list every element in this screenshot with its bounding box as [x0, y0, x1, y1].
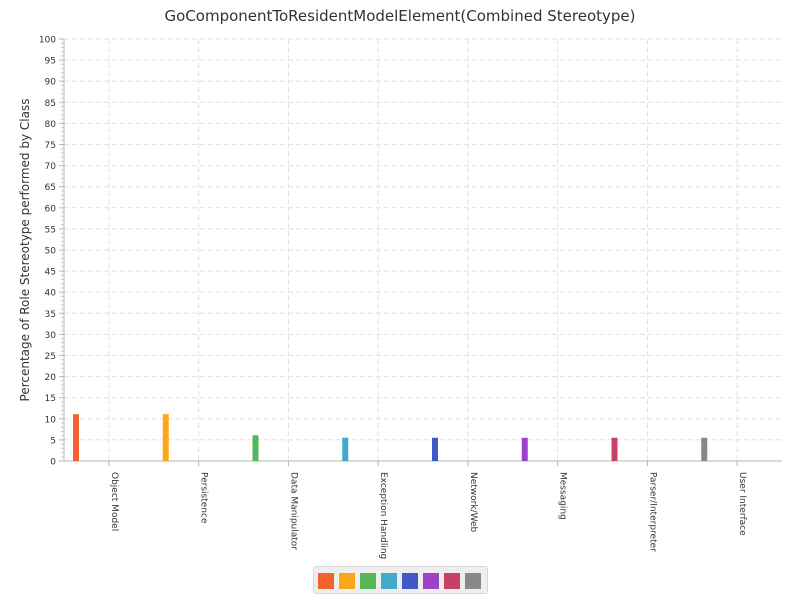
- y-tick-label: 40: [45, 289, 57, 299]
- legend-swatch: [339, 573, 355, 589]
- y-tick-label: 35: [45, 310, 56, 320]
- y-tick-label: 20: [45, 373, 57, 383]
- bar: [701, 437, 708, 461]
- y-tick-label: 25: [45, 352, 56, 362]
- legend: [313, 566, 488, 594]
- x-tick-label: Network/Web: [468, 472, 478, 533]
- y-tick-label: 85: [45, 99, 56, 109]
- x-tick-label: Persistence: [199, 472, 209, 524]
- y-tick-label: 95: [45, 57, 56, 67]
- x-tick-label: Exception Handling: [378, 472, 388, 559]
- bar: [162, 414, 169, 461]
- y-tick-label: 10: [45, 415, 57, 425]
- x-axis-ticks: Object Model Persistence Data Manipulator E…: [108, 461, 747, 559]
- y-tick-label: 55: [45, 225, 56, 235]
- y-axis-ticks: 0 5 10 15 20 25 30 35 40 45 50 55 60 65 70 75 80 85 90 95 10…: [39, 36, 64, 468]
- legend-swatch: [318, 573, 334, 589]
- y-tick-label: 60: [45, 204, 57, 214]
- bar: [521, 437, 528, 461]
- y-tick-label: 100: [39, 36, 56, 46]
- y-tick-label: 80: [45, 120, 57, 130]
- bars: [73, 414, 708, 461]
- y-tick-label: 15: [45, 394, 56, 404]
- bar: [252, 435, 259, 461]
- y-tick-label: 70: [45, 162, 57, 172]
- y-tick-label: 0: [50, 458, 56, 468]
- legend-swatch: [360, 573, 376, 589]
- x-tick-label: Data Manipulator: [288, 472, 298, 550]
- y-axis-label: Percentage of Role Stereotype performed …: [18, 99, 32, 402]
- legend-swatch: [444, 573, 460, 589]
- bar: [611, 437, 618, 461]
- x-tick-label: Messaging: [558, 472, 568, 520]
- legend-swatch: [465, 573, 481, 589]
- y-tick-label: 45: [45, 268, 56, 278]
- bar: [342, 437, 349, 461]
- x-tick-label: User Interface: [737, 472, 747, 536]
- grid-lines: [64, 38, 782, 461]
- y-tick-label: 50: [45, 247, 57, 257]
- legend-swatch: [423, 573, 439, 589]
- y-tick-label: 75: [45, 141, 56, 151]
- y-tick-label: 30: [45, 331, 57, 341]
- chart-title: GoComponentToResidentModelElement(Combin…: [164, 7, 636, 25]
- y-tick-label: 65: [45, 183, 56, 193]
- x-tick-label: Parser/Interpreter: [647, 472, 657, 552]
- legend-swatch: [402, 573, 418, 589]
- x-tick-label: Object Model: [109, 472, 119, 531]
- bar: [432, 437, 438, 461]
- bar: [73, 414, 79, 461]
- y-tick-label: 90: [45, 78, 57, 88]
- legend-swatch: [381, 573, 397, 589]
- y-tick-label: 5: [50, 436, 56, 446]
